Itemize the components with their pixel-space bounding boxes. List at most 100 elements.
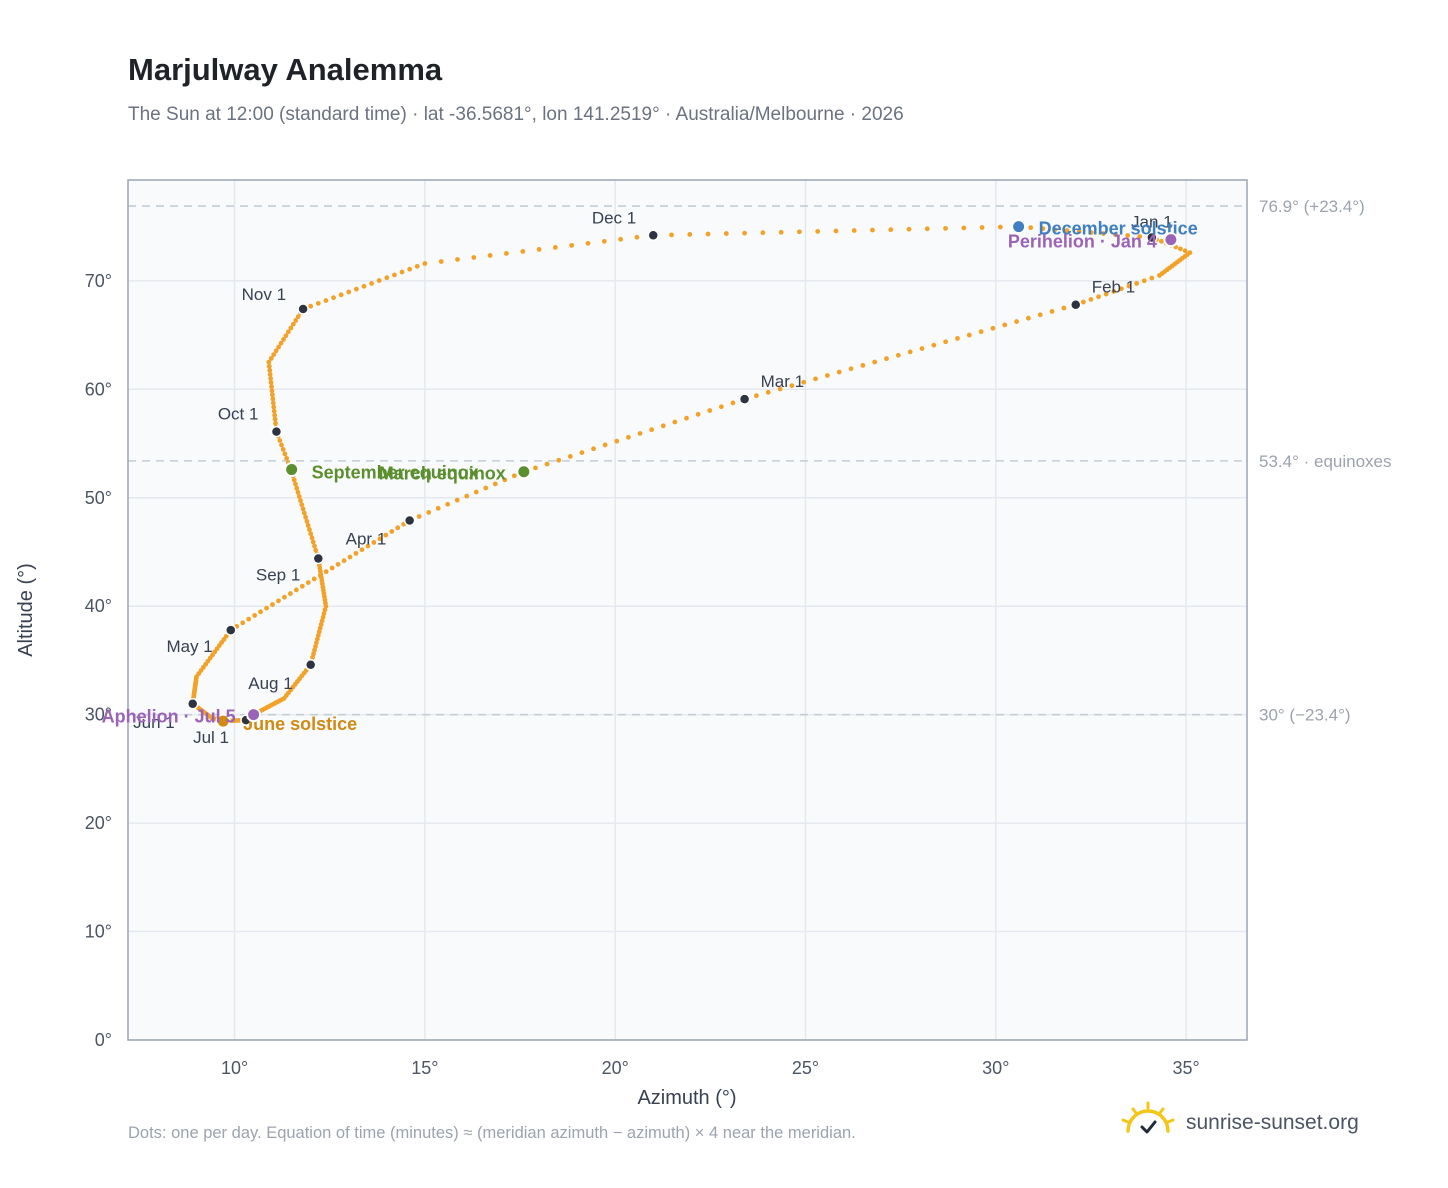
day-dot <box>303 514 309 520</box>
day-dot <box>1113 232 1118 237</box>
day-dot <box>347 554 353 560</box>
day-dot <box>282 451 288 457</box>
month-marker-label: Jun 1 <box>133 713 175 732</box>
day-dot <box>422 261 428 266</box>
day-dot <box>316 629 322 635</box>
day-dot <box>414 263 420 269</box>
day-dot <box>322 607 328 613</box>
day-dot <box>267 367 273 373</box>
day-dot <box>1103 291 1109 297</box>
day-dot <box>1064 228 1070 233</box>
day-dot <box>455 257 460 262</box>
day-dot <box>299 502 305 508</box>
day-dot <box>309 535 315 541</box>
day-dot <box>979 225 985 230</box>
day-dot <box>1158 238 1164 244</box>
day-dot <box>833 228 839 234</box>
day-dot <box>1026 315 1031 321</box>
day-dot <box>269 384 274 390</box>
day-dot <box>1149 275 1155 281</box>
day-dot <box>1040 226 1046 232</box>
day-dot <box>392 272 397 278</box>
day-dot <box>299 583 305 589</box>
month-marker-label: Oct 1 <box>218 405 259 424</box>
day-dot <box>919 346 925 351</box>
day-dot <box>252 613 258 618</box>
month-marker <box>270 425 283 438</box>
day-dot <box>331 295 336 301</box>
day-dot <box>269 388 275 394</box>
y-tick-label: 60° <box>85 379 112 399</box>
day-dot <box>276 598 281 604</box>
footnote: Dots: one per day. Equation of time (min… <box>128 1124 856 1142</box>
month-markers: Jan 1 Feb 1 Mar 1 Apr 1 May 1 Jun 1 Jul 1 Aug 1… <box>133 208 1173 747</box>
day-dot <box>801 379 807 385</box>
day-dot <box>399 269 405 275</box>
month-marker-label: Apr 1 <box>346 530 387 549</box>
day-dot <box>695 411 701 417</box>
month-marker <box>297 303 309 315</box>
event-label: December solstice <box>1039 219 1198 239</box>
day-dot <box>649 427 655 433</box>
day-dot <box>961 225 967 231</box>
day-dot <box>789 383 795 388</box>
day-dot <box>266 359 272 365</box>
day-dot <box>383 532 389 538</box>
month-marker-label: Aug 1 <box>248 674 292 693</box>
month-marker-label: Sep 1 <box>256 565 300 584</box>
month-marker <box>225 624 237 636</box>
month-marker <box>647 229 659 242</box>
plot-area <box>128 180 1247 1040</box>
day-dot <box>346 289 352 295</box>
day-dot <box>272 412 278 418</box>
month-marker-label: Feb 1 <box>1092 278 1135 297</box>
day-dot <box>536 247 542 252</box>
day-dot <box>361 283 367 289</box>
day-dot <box>1134 281 1140 286</box>
day-dot <box>860 362 866 368</box>
day-dot <box>314 636 320 642</box>
brand[interactable]: sunrise-sunset.org <box>1120 1100 1359 1145</box>
y-tick-label: 40° <box>85 596 112 616</box>
day-dot <box>323 298 329 303</box>
day-dot <box>246 616 252 622</box>
day-dot <box>311 576 317 582</box>
day-dot <box>895 352 901 358</box>
day-dot <box>483 485 489 491</box>
day-dot <box>278 340 284 346</box>
day-dot <box>848 366 854 372</box>
day-dot <box>295 489 301 495</box>
day-dot <box>955 336 960 341</box>
day-dot <box>271 352 277 358</box>
day-dot <box>312 647 317 653</box>
y-axis-title: Altitude (°) <box>15 563 37 657</box>
month-marker <box>304 659 317 671</box>
day-dot <box>872 359 878 365</box>
month-marker <box>1146 231 1158 244</box>
day-dot <box>313 644 318 649</box>
event-marker <box>516 464 532 480</box>
sun-check-icon <box>1120 1100 1176 1145</box>
x-axis-title: Azimuth (°) <box>637 1087 736 1109</box>
day-dot <box>445 501 451 507</box>
day-dot <box>626 434 631 440</box>
day-dot <box>579 450 585 456</box>
day-dot <box>304 518 310 524</box>
day-dot <box>1177 246 1183 252</box>
event-label: March equinox <box>379 464 506 484</box>
event-label: June solstice <box>243 714 357 734</box>
day-dot <box>978 329 984 335</box>
day-dot <box>765 389 771 395</box>
y-tick-label: 0° <box>95 1030 112 1050</box>
day-dot <box>311 651 316 657</box>
day-dot <box>426 509 432 515</box>
event-marker <box>284 462 300 478</box>
day-dot <box>438 259 444 264</box>
day-dot <box>1088 296 1094 302</box>
day-dot <box>884 356 889 362</box>
day-dot <box>471 255 477 260</box>
day-dot <box>317 625 323 631</box>
day-dot <box>1096 294 1101 300</box>
